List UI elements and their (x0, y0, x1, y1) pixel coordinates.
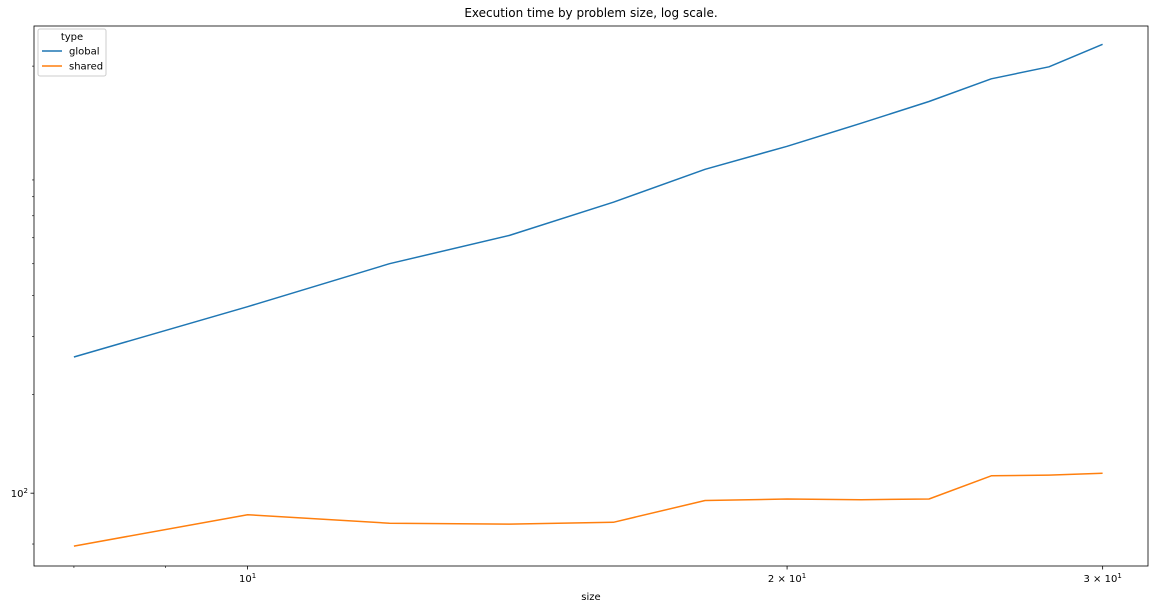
axis-ticks: 101 2 × 101 3 × 101 102 (11, 65, 1122, 585)
series-line-global (73, 43, 1103, 358)
chart-title: Execution time by problem size, log scal… (464, 6, 717, 20)
plot-area (33, 25, 1149, 567)
legend-title: type (61, 32, 83, 43)
y-tick-label: 102 (11, 487, 28, 500)
x-tick-label: 3 × 101 (1084, 572, 1122, 585)
x-tick-label: 2 × 101 (768, 572, 806, 585)
x-tick-label: 101 (239, 572, 256, 585)
legend-label-shared: shared (69, 62, 103, 73)
x-axis-label: size (581, 592, 600, 603)
series-line-shared (73, 472, 1103, 547)
legend: type global shared (37, 28, 107, 77)
legend-box (37, 28, 107, 77)
legend-label-global: global (69, 47, 100, 58)
series-lines (73, 43, 1103, 547)
